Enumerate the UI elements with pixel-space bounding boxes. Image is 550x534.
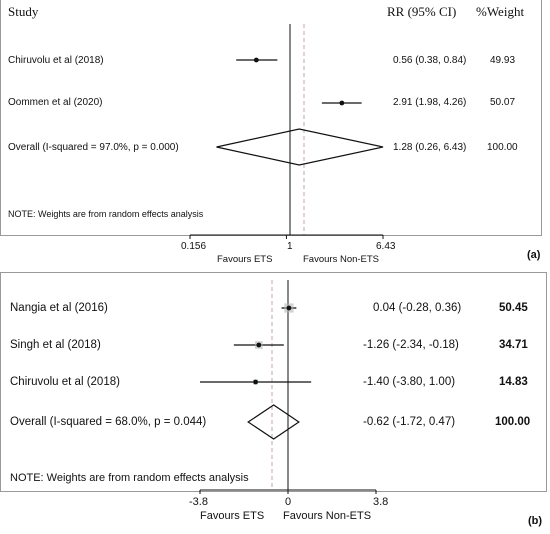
panel-label: (a)	[527, 249, 541, 261]
tick-label: -3.8	[189, 496, 208, 508]
favours-right-label: Favours Non-ETS	[303, 254, 380, 265]
study-point-estimate	[256, 342, 262, 348]
overall-ci-text: 1.28 (0.26, 6.43)	[393, 142, 467, 153]
tick-label: 6.43	[376, 241, 396, 252]
overall-diamond	[216, 128, 384, 166]
study-label: Nangia et al (2016)	[10, 302, 108, 314]
weights-note: NOTE: Weights are from random effects an…	[10, 472, 249, 484]
forest-plot-b: Nangia et al (2016) 0.04 (-0.28, 0.36) 5…	[0, 272, 550, 534]
header-study: Study	[8, 4, 39, 19]
header-weight: %Weight	[476, 4, 525, 19]
panel-label: (b)	[528, 515, 543, 527]
favours-right-label: Favours Non-ETS	[283, 510, 372, 522]
overall-ci-text: -0.62 (-1.72, 0.47)	[363, 416, 456, 428]
study-point-estimate	[253, 379, 258, 385]
study-weight: 50.45	[499, 302, 528, 314]
overall-weight: 100.00	[495, 416, 531, 428]
study-ci-text: 2.91 (1.98, 4.26)	[393, 97, 467, 108]
study-ci-text: 0.04 (-0.28, 0.36)	[373, 302, 462, 314]
study-ci-text: 0.56 (0.38, 0.84)	[393, 55, 467, 66]
forest-plot-a: Study RR (95% CI) %Weight Chiruvolu et a…	[0, 0, 550, 265]
overall-weight: 100.00	[487, 142, 518, 153]
favours-left-label: Favours ETS	[217, 254, 273, 265]
tick-label: 3.8	[373, 496, 389, 508]
study-weight: 49.93	[490, 55, 516, 66]
study-label: Singh et al (2018)	[10, 339, 101, 351]
study-weight: 34.71	[499, 339, 528, 351]
study-label: Chiruvolu et al (2018)	[10, 376, 120, 388]
plot-frame	[0, 272, 547, 492]
header-effect: RR (95% CI)	[387, 4, 457, 19]
forest-plot-a-graphic	[189, 24, 384, 239]
overall-label: Overall (I-squared = 68.0%, p = 0.044)	[10, 416, 207, 428]
study-weight: 50.07	[490, 97, 516, 108]
weights-note: NOTE: Weights are from random effects an…	[8, 209, 204, 219]
forest-plot-b-graphic	[199, 280, 377, 494]
study-weight: 14.83	[499, 376, 528, 388]
study-point-estimate	[286, 305, 292, 311]
tick-label: 0.156	[181, 241, 207, 252]
study-label: Oommen et al (2020)	[8, 97, 103, 108]
study-point-estimate	[253, 57, 259, 63]
overall-diamond	[247, 404, 300, 440]
favours-left-label: Favours ETS	[200, 510, 265, 522]
study-ci-text: -1.26 (-2.34, -0.18)	[363, 339, 459, 351]
tick-label: 0	[285, 496, 292, 508]
study-label: Chiruvolu et al (2018)	[8, 55, 104, 66]
overall-label: Overall (I-squared = 97.0%, p = 0.000)	[8, 142, 179, 153]
study-point-estimate	[339, 100, 345, 106]
tick-label: 1	[287, 241, 293, 252]
study-ci-text: -1.40 (-3.80, 1.00)	[363, 376, 456, 388]
